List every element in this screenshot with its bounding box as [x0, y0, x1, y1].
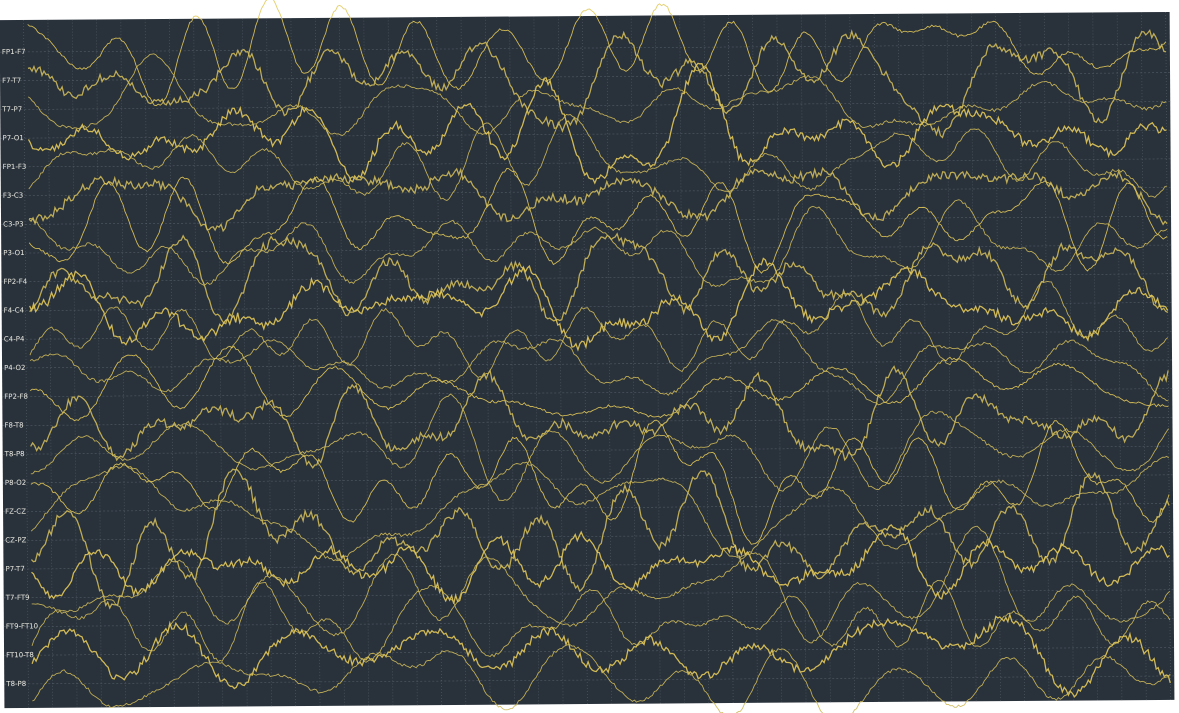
eeg-viewer: FP1-F7 F7-T7 T7-P7 P7-O1 FP1-F3 F3-C3 C3-P3 P3-…	[0, 0, 1179, 713]
channel-label: T7-FT9	[5, 594, 30, 602]
channel-label: FP2-F4	[3, 278, 27, 286]
channel-label: C3-P3	[3, 220, 24, 228]
channel-label: CZ-PZ	[5, 536, 26, 544]
channel-label: FT9-FT10	[6, 622, 38, 630]
channel-label: T8-P8	[5, 680, 26, 688]
channel-label: FP1-F3	[3, 163, 27, 171]
channel-label: C4-P4	[4, 335, 25, 343]
channel-label: FT10-T8	[6, 651, 34, 659]
channel-label: P4-O2	[4, 364, 25, 372]
channel-label: FP2-F8	[4, 393, 28, 401]
channel-label: P7-O1	[2, 134, 23, 142]
channel-label: P8-O2	[5, 479, 26, 487]
channel-label: F4-C4	[4, 306, 25, 314]
channel-label: FP1-F7	[2, 48, 26, 56]
channel-label: P7-T7	[5, 565, 24, 573]
eeg-screen: FP1-F7 F7-T7 T7-P7 P7-O1 FP1-F3 F3-C3 C3-P3 P3-…	[0, 0, 1175, 713]
channel-label: F3-C3	[3, 192, 23, 200]
channel-label: F7-T7	[2, 77, 21, 85]
channel-label: T8-P8	[4, 450, 25, 458]
channel-label: F8-T8	[4, 421, 23, 429]
channel-label: FZ-CZ	[5, 508, 26, 516]
channel-label: P3-O1	[3, 249, 24, 257]
channel-label: T7-P7	[1, 105, 22, 113]
